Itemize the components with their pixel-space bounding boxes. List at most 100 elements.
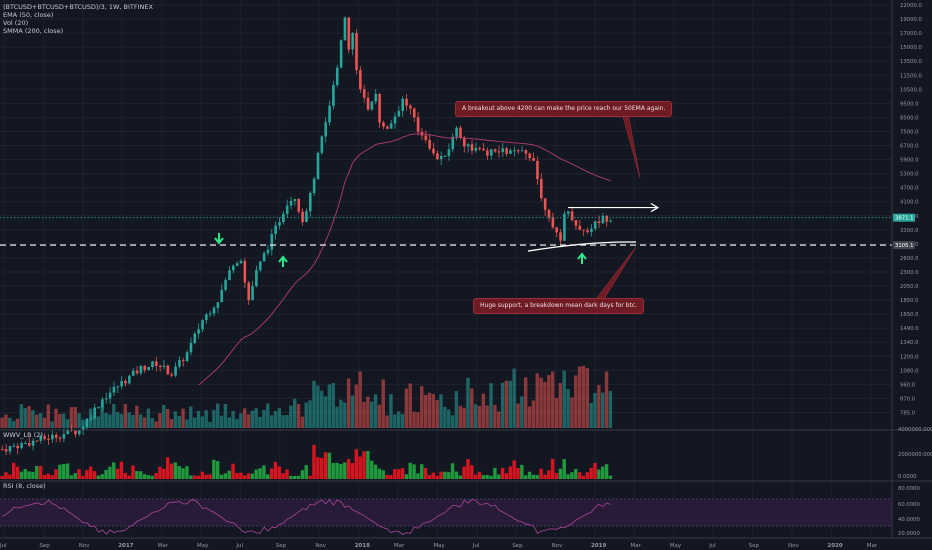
volume-bar bbox=[27, 406, 31, 428]
wwv-bar bbox=[85, 470, 89, 479]
support-tag bbox=[893, 241, 915, 250]
time-tick-label: Sep bbox=[749, 543, 760, 549]
time-tick-label: Nov bbox=[552, 543, 563, 549]
candle-body bbox=[66, 429, 70, 435]
wwv-pane-title[interactable]: WWV_LB (2) bbox=[3, 431, 43, 439]
candle-body bbox=[301, 211, 304, 223]
chart-grid bbox=[0, 4, 892, 413]
candle-body bbox=[593, 221, 597, 229]
volume-bar bbox=[547, 375, 551, 428]
volume-bar bbox=[250, 410, 255, 428]
volume-bar bbox=[481, 393, 486, 428]
wwv-bar bbox=[92, 471, 97, 479]
wwv-bar bbox=[246, 473, 251, 479]
wwv-bar bbox=[366, 450, 370, 479]
volume-bar bbox=[589, 402, 593, 428]
volume-bar bbox=[119, 414, 124, 428]
breakout-callout[interactable]: A breakout above 4200 can make the price… bbox=[455, 101, 673, 117]
candle-body bbox=[328, 105, 331, 123]
candle-body bbox=[543, 198, 547, 210]
candle-body bbox=[305, 211, 308, 223]
candle-body bbox=[270, 234, 274, 250]
time-tick-label: 2018 bbox=[355, 543, 370, 549]
wwv-histogram bbox=[0, 444, 613, 479]
volume-bar bbox=[574, 375, 578, 428]
rsi-pane-title[interactable]: RSI (8, close) bbox=[3, 482, 46, 490]
volume-bar bbox=[493, 404, 497, 428]
wwv-bar bbox=[323, 452, 328, 479]
candle-body bbox=[212, 307, 216, 314]
price-tick-label: 10500.0 bbox=[900, 87, 923, 93]
wwv-bar bbox=[335, 462, 339, 479]
candle-body bbox=[320, 136, 324, 153]
volume-bar bbox=[339, 399, 343, 428]
wwv-bar bbox=[308, 475, 312, 479]
candle-body bbox=[158, 365, 162, 367]
wwv-bar bbox=[608, 475, 613, 479]
volume-bar bbox=[362, 401, 366, 428]
candle-body bbox=[224, 280, 227, 290]
ema-legend[interactable]: EMA (50, close) bbox=[3, 11, 54, 19]
candle-body bbox=[335, 67, 339, 85]
time-tick-label: Jul bbox=[235, 543, 243, 549]
volume-bar bbox=[327, 384, 332, 428]
drawings[interactable] bbox=[0, 112, 892, 300]
wwv-bar bbox=[385, 474, 389, 479]
volume-bar bbox=[185, 419, 189, 428]
support-callout[interactable]: Huge support, a breakdown mean dark days… bbox=[473, 298, 645, 314]
candle-body bbox=[155, 361, 158, 366]
smma-legend[interactable]: SMMA (200, close) bbox=[3, 27, 64, 35]
candle-body bbox=[459, 127, 462, 138]
volume-bar bbox=[550, 371, 555, 428]
price-tick-label: 2300.0 bbox=[900, 270, 919, 276]
candle-body bbox=[124, 380, 127, 384]
ema-line bbox=[198, 133, 611, 386]
symbol-title[interactable]: (BTCUSD+BTCUSD+BTCUSD)/3, 1W, BITFINEX bbox=[3, 3, 153, 11]
volume-bar bbox=[450, 415, 455, 428]
candle-body bbox=[239, 260, 243, 264]
wwv-bar bbox=[539, 468, 543, 479]
price-tick-label: 15000.0 bbox=[900, 45, 923, 51]
candle-body bbox=[370, 101, 374, 110]
candle-body bbox=[39, 436, 43, 441]
wwv-bar bbox=[42, 474, 47, 479]
wwv-bar bbox=[77, 469, 81, 479]
candle-body bbox=[139, 365, 143, 374]
wwv-bar bbox=[88, 466, 93, 479]
volume-bar bbox=[231, 410, 235, 428]
wwv-bar bbox=[585, 472, 589, 479]
wwv-bar bbox=[312, 444, 316, 479]
candle-body bbox=[309, 192, 312, 212]
candle-body bbox=[359, 70, 362, 90]
indicator-lines bbox=[198, 133, 611, 386]
candle-body bbox=[258, 261, 262, 270]
time-tick-label: Jul bbox=[472, 543, 480, 549]
candle-body bbox=[463, 137, 466, 147]
candle-body bbox=[362, 89, 366, 98]
volume-bar bbox=[146, 408, 151, 428]
volume-bar bbox=[458, 405, 462, 428]
wwv-bar bbox=[181, 468, 185, 479]
volume-bar bbox=[300, 416, 305, 428]
wwv-bar bbox=[450, 463, 455, 479]
volume-bar bbox=[289, 405, 293, 428]
time-tick-label: Mar bbox=[630, 543, 641, 549]
volume-bar bbox=[81, 419, 85, 428]
wwv-bar bbox=[23, 469, 27, 479]
volume-bar bbox=[150, 417, 154, 428]
volume-bar bbox=[258, 416, 262, 428]
candle-body bbox=[116, 386, 120, 388]
volume-bar bbox=[189, 406, 193, 428]
wwv-bar bbox=[577, 472, 582, 479]
candle-body bbox=[89, 418, 93, 420]
vol-legend[interactable]: Vol (20) bbox=[3, 19, 29, 27]
candle-body bbox=[347, 17, 351, 50]
wwv-bar bbox=[350, 463, 355, 479]
volume-bar bbox=[112, 404, 116, 428]
volume-bar bbox=[416, 412, 420, 428]
candle-body bbox=[35, 440, 39, 442]
volume-bar bbox=[466, 377, 470, 428]
candle-body bbox=[143, 365, 147, 371]
wwv-bar bbox=[231, 463, 235, 479]
